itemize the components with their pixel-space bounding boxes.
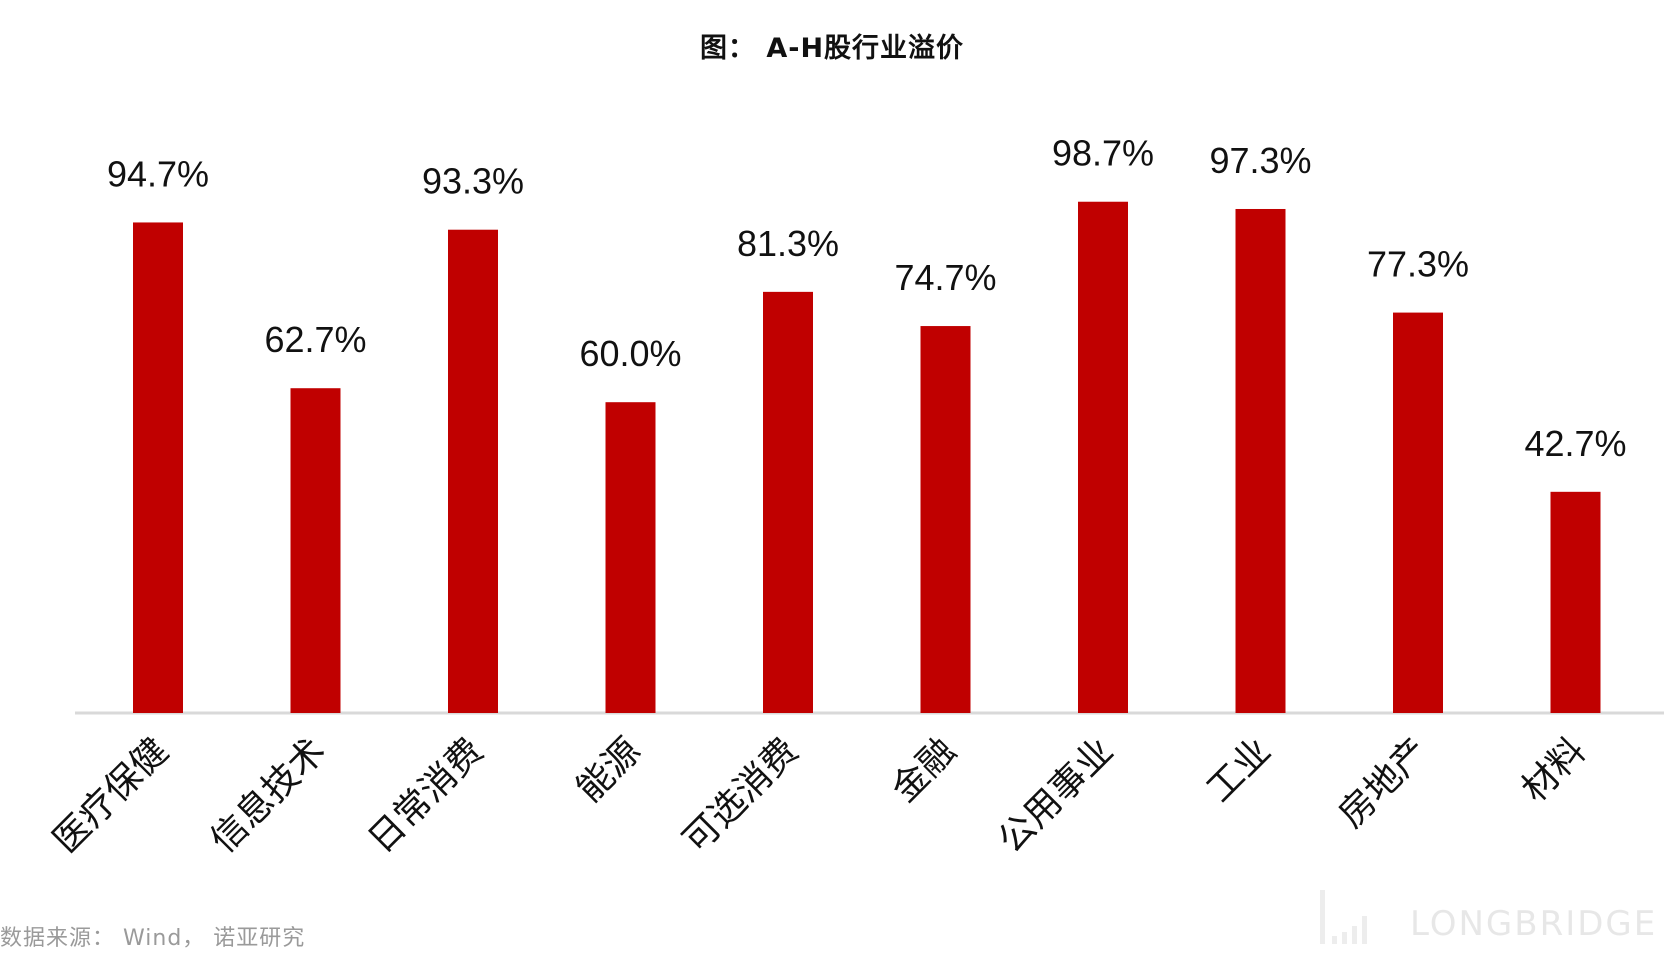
bar xyxy=(920,326,971,713)
value-label: 42.7% xyxy=(1524,423,1626,464)
bars-group xyxy=(133,201,1601,714)
bar xyxy=(448,229,498,713)
watermark-text: LONGBRIDGE xyxy=(1410,904,1658,944)
category-label: 材料 xyxy=(1514,730,1594,810)
category-label: 医疗保健 xyxy=(46,730,177,861)
value-label: 97.3% xyxy=(1209,140,1311,181)
bar xyxy=(290,388,341,713)
bar xyxy=(763,291,813,713)
category-label: 信息技术 xyxy=(203,730,334,861)
category-label: 公用事业 xyxy=(991,730,1122,861)
bar xyxy=(133,222,183,714)
value-label: 74.7% xyxy=(894,257,996,298)
category-labels-group: 医疗保健 信息技术 日常消费 能源 可选消费 金融 公用事业 工业 房地产 材料 xyxy=(46,730,1594,861)
bar xyxy=(1078,201,1128,713)
bar xyxy=(605,402,656,713)
chart-title: 图： A-H股行业溢价 xyxy=(699,33,965,64)
category-label: 可选消费 xyxy=(676,730,807,861)
category-label: 金融 xyxy=(884,730,964,810)
value-label: 77.3% xyxy=(1367,244,1469,285)
bar xyxy=(1393,312,1443,713)
value-label: 60.0% xyxy=(579,333,681,374)
value-label: 62.7% xyxy=(264,319,366,360)
category-label: 能源 xyxy=(569,730,649,810)
category-label: 工业 xyxy=(1199,730,1279,810)
source-note: 数据来源： Wind， 诺亚研究 xyxy=(0,926,306,951)
category-label: 房地产 xyxy=(1331,730,1436,835)
bar-chart-logo-icon xyxy=(1320,890,1367,944)
value-label: 98.7% xyxy=(1052,133,1154,174)
value-labels-group: 94.7% 62.7% 93.3% 60.0% 81.3% 74.7% 98.7% 97.3%… xyxy=(107,133,1627,464)
value-label: 94.7% xyxy=(107,153,209,194)
bar xyxy=(1550,491,1601,713)
category-label: 日常消费 xyxy=(361,730,492,861)
value-label: 93.3% xyxy=(422,161,524,202)
bar xyxy=(1235,208,1286,713)
value-label: 81.3% xyxy=(737,223,839,264)
watermark: LONGBRIDGE xyxy=(1318,880,1658,950)
